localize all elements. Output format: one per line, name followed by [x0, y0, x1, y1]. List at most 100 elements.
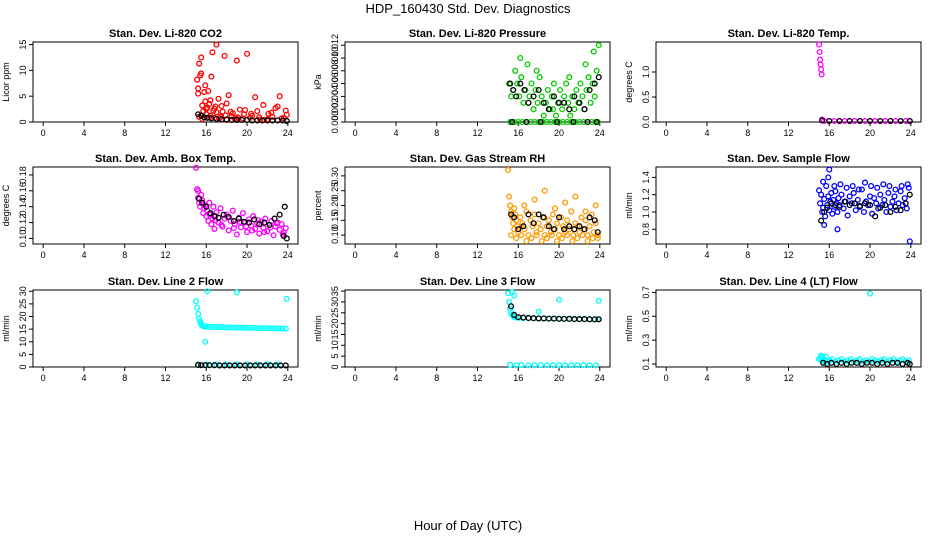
data-point [854, 196, 861, 203]
y-axis-label: percent [313, 190, 323, 221]
data-point [851, 200, 858, 207]
data-point [877, 191, 884, 198]
x-tick-label: 8 [122, 128, 127, 138]
data-point [195, 361, 202, 369]
data-point [203, 203, 210, 210]
data-point [281, 203, 288, 210]
data-point [550, 226, 557, 233]
data-point [528, 235, 535, 242]
data-point [523, 118, 530, 126]
data-point [240, 111, 248, 118]
x-tick-label: 20 [242, 250, 252, 260]
data-point [836, 117, 843, 125]
data-point [198, 112, 205, 119]
data-point [227, 324, 234, 331]
data-point [891, 193, 898, 200]
panel-4: Stan. Dev. Amb. Box Temp. degrees C 0 4 8 12 1… [1, 153, 299, 260]
data-point [592, 220, 599, 227]
y-tick-label: 0.12 [18, 214, 28, 232]
x-tick-label: 20 [865, 373, 875, 383]
data-point [225, 227, 232, 234]
data-point [537, 226, 544, 233]
data-point [818, 66, 825, 73]
x-tick-label: 8 [122, 250, 127, 260]
y-tick-label: 0 [18, 119, 28, 124]
data-point [534, 99, 541, 106]
data-point [261, 325, 268, 332]
x-tick-label: 24 [906, 250, 916, 260]
plot-frame [655, 41, 922, 123]
data-point [590, 48, 597, 55]
data-point [817, 61, 824, 68]
data-point [279, 117, 286, 124]
data-point [195, 111, 202, 118]
data-point [831, 182, 838, 190]
data-point [586, 214, 593, 221]
data-point [230, 324, 237, 331]
data-point [549, 106, 556, 113]
y-tick-label: 0.000 [330, 111, 340, 134]
data-point [589, 235, 596, 242]
data-point [564, 232, 571, 239]
y-axis-label: degrees C [624, 61, 634, 103]
data-point [897, 117, 904, 125]
data-point [512, 67, 519, 74]
data-point [881, 196, 888, 203]
y-tick-label: 0.5 [641, 91, 651, 104]
data-point [204, 114, 211, 121]
data-point [545, 106, 552, 113]
panel-6: Stan. Dev. Sample Flow ml/min 0 4 8 12 16 20 24 0… [624, 153, 922, 260]
x-tick-label: 16 [513, 128, 523, 138]
data-point [826, 166, 833, 173]
data-point [209, 323, 216, 330]
data-point [823, 353, 830, 360]
data-point [220, 211, 227, 218]
x-tick-label: 12 [160, 373, 170, 383]
data-point [512, 211, 519, 218]
x-tick-label: 20 [242, 373, 252, 383]
data-point [882, 202, 889, 209]
data-point [869, 356, 876, 363]
panel-8: Stan. Dev. Line 3 Flow ml/min 0 4 8 12 16 20 24 0… [313, 276, 611, 383]
data-point [571, 93, 578, 100]
data-point [533, 229, 540, 236]
x-tick-label: 0 [353, 128, 358, 138]
data-point [866, 202, 874, 209]
data-point [535, 86, 542, 94]
data-point [565, 99, 572, 106]
data-point [906, 238, 913, 245]
data-point [825, 174, 832, 181]
data-point [866, 290, 874, 297]
data-point [898, 182, 905, 190]
data-point [514, 80, 521, 87]
x-tick-label: 24 [906, 128, 916, 138]
data-point [559, 235, 566, 242]
x-tick-label: 0 [41, 373, 46, 383]
data-point [893, 207, 900, 214]
data-point [525, 99, 532, 106]
data-point [906, 117, 913, 125]
data-point [550, 315, 557, 322]
data-point [594, 229, 601, 236]
y-tick-label: 0.8 [641, 223, 651, 236]
data-point [834, 208, 841, 216]
x-tick-label: 20 [242, 128, 252, 138]
data-point [194, 76, 201, 83]
data-point [550, 93, 557, 100]
series-hourly-mean [508, 211, 601, 236]
data-point [236, 106, 243, 113]
data-point [207, 97, 214, 104]
data-point [536, 74, 543, 81]
data-point [221, 52, 228, 59]
y-tick-label: 0.3 [641, 334, 651, 347]
data-point [819, 117, 826, 124]
x-tick-label: 12 [472, 373, 482, 383]
x-tick-label: 12 [783, 128, 793, 138]
data-point [858, 186, 865, 193]
data-point [276, 93, 283, 100]
data-point [889, 198, 896, 205]
data-point [208, 221, 215, 228]
x-tick-label: 4 [393, 373, 398, 383]
data-point [555, 296, 563, 303]
data-point [211, 105, 218, 112]
